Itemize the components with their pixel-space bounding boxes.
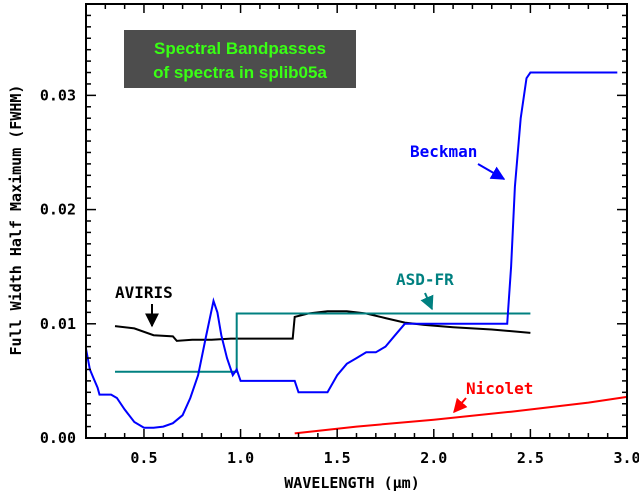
title-background xyxy=(124,30,356,88)
annotation-beckman-arrow xyxy=(477,163,506,180)
y-tick-label: 0.00 xyxy=(40,429,76,447)
chart-title-line-2: of spectra in splib05a xyxy=(153,63,327,82)
x-tick-label: 2.0 xyxy=(420,449,447,467)
annotation-asd-fr-arrow xyxy=(420,292,434,311)
y-tick-label: 0.03 xyxy=(40,86,76,104)
annotation-nicolet-arrow xyxy=(453,397,468,414)
y-axis-label: Full Width Half Maximum (FWHM) xyxy=(7,85,25,356)
series-line-nicolet xyxy=(294,395,628,435)
x-tick-label: 2.5 xyxy=(517,449,544,467)
x-tick-label: 1.5 xyxy=(324,449,351,467)
annotation-nicolet: Nicolet xyxy=(466,379,533,398)
series-line-aviris xyxy=(114,310,531,342)
x-tick-label: 0.5 xyxy=(130,449,157,467)
annotations: AVIRIS ASD-FR Beckman Nicolet xyxy=(115,142,533,414)
annotation-aviris: AVIRIS xyxy=(115,283,173,302)
x-tick-label: 1.0 xyxy=(227,449,254,467)
chart-title-line-1: Spectral Bandpasses xyxy=(154,39,326,58)
title-box: Spectral Bandpasses of spectra in splib0… xyxy=(124,30,356,88)
series-line-asd-fr xyxy=(115,312,531,373)
x-tick-label: 3.0 xyxy=(613,449,639,467)
y-tick-label: 0.01 xyxy=(40,315,76,333)
series-line-beckman xyxy=(85,71,618,429)
x-axis-label: WAVELENGTH (µm) xyxy=(284,474,419,492)
annotation-beckman: Beckman xyxy=(410,142,477,161)
y-tick-label: 0.02 xyxy=(40,201,76,219)
series-layer xyxy=(85,71,628,435)
annotation-asd-fr: ASD-FR xyxy=(396,270,454,289)
axes-layer: 0.5 1.0 1.5 2.0 2.5 3.0 0.00 0.01 0.02 0.03 xyxy=(40,3,639,467)
